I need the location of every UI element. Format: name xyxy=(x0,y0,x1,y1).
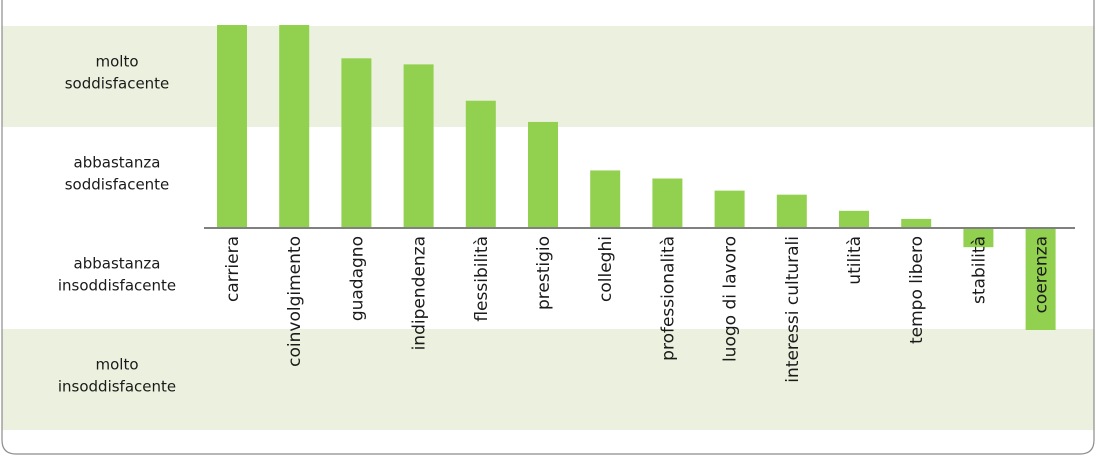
bar-stabilità xyxy=(963,228,994,248)
category-label-indipendenza: indipendenza xyxy=(410,236,430,350)
band-0 xyxy=(2,26,1094,127)
band-label-3: molto insoddisfacente xyxy=(58,356,176,396)
bar-utilità xyxy=(839,210,869,228)
band-labels: molto soddisfacente abbastanza soddisfacent… xyxy=(58,53,176,396)
bar-guadagno xyxy=(341,58,372,228)
category-label-flessibilità: flessibilità xyxy=(472,236,492,322)
bar-coerenza xyxy=(1025,228,1056,330)
bar-colleghi xyxy=(590,170,621,228)
bar-prestigio xyxy=(528,121,558,228)
category-label-luogo-di-lavoro: luogo di lavoro xyxy=(721,236,741,362)
bar-flessibilità xyxy=(465,100,496,228)
bar-indipendenza xyxy=(403,64,434,228)
band-label-0: molto soddisfacente xyxy=(65,53,170,93)
category-label-carriera: carriera xyxy=(223,236,243,302)
bar-luogo-di-lavoro xyxy=(714,190,745,228)
category-label-professionalità: professionalità xyxy=(658,236,678,361)
bar-interessi-culturali xyxy=(776,194,807,228)
category-label-coinvolgimento: coinvolgimento xyxy=(285,236,305,367)
bars xyxy=(217,24,1056,330)
band-label-2: abbastanza insoddisfacente xyxy=(58,255,176,295)
category-label-tempo-libero: tempo libero xyxy=(907,236,927,344)
category-label-guadagno: guadagno xyxy=(347,236,367,321)
category-label-interessi-culturali: interessi culturali xyxy=(783,236,803,383)
category-label-prestigio: prestigio xyxy=(534,236,554,310)
category-label-coerenza: coerenza xyxy=(1032,236,1052,313)
band-label-1: abbastanza soddisfacente xyxy=(65,154,170,194)
category-label-stabilità: stabilità xyxy=(969,236,989,304)
bar-tempo-libero xyxy=(901,218,932,228)
category-labels: carriera coinvolgimento guadagno indipenden… xyxy=(223,236,1052,383)
category-label-utilità: utilità xyxy=(845,236,865,285)
bar-coinvolgimento xyxy=(279,24,310,228)
category-label-colleghi: colleghi xyxy=(596,236,616,302)
band-2 xyxy=(2,228,1094,329)
band-3 xyxy=(2,329,1094,430)
bar-carriera xyxy=(217,24,247,228)
bar-professionalità xyxy=(652,178,683,228)
